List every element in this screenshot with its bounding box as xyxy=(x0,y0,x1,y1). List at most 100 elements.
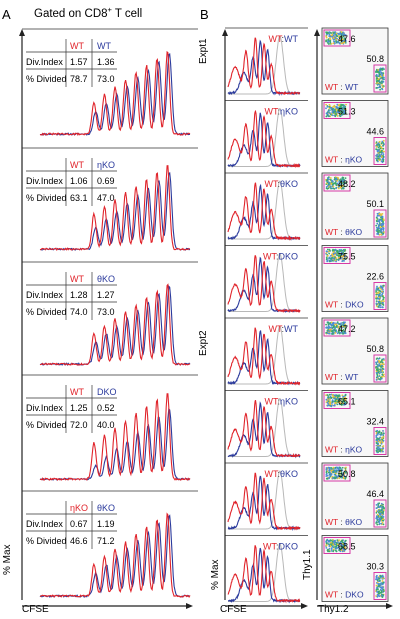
dot-event xyxy=(339,113,341,115)
div-index-value-1: 1.06 xyxy=(70,176,88,186)
cross-label: WT:WT xyxy=(268,324,298,334)
dot-event xyxy=(329,109,331,112)
histogram-series-1 xyxy=(227,400,301,458)
dot-event xyxy=(337,184,340,187)
dot-event xyxy=(336,547,338,549)
gate-bottom-value: 44.6 xyxy=(366,127,384,137)
dot-event xyxy=(377,371,380,374)
dot-event xyxy=(344,399,347,401)
dot-event xyxy=(332,37,335,40)
dot-event xyxy=(338,249,341,251)
dot-event xyxy=(376,513,379,516)
dot-event xyxy=(379,444,382,447)
dot-event xyxy=(378,86,381,89)
dot-event xyxy=(375,366,377,369)
gate-bottom-value: 50.1 xyxy=(366,199,384,209)
dot-event xyxy=(383,373,385,376)
dot-event xyxy=(339,398,342,401)
dot-event xyxy=(378,296,381,299)
dot-event xyxy=(380,153,383,156)
dot-event xyxy=(340,540,343,543)
dot-event xyxy=(334,397,336,399)
dot-event xyxy=(334,394,337,396)
dot-event xyxy=(344,396,346,399)
dot-event xyxy=(377,229,379,231)
cross-label-sep: : xyxy=(277,179,280,189)
histogram-series-2 xyxy=(227,183,301,241)
dot-event xyxy=(378,502,381,505)
dot-event xyxy=(382,516,385,518)
dot-event xyxy=(375,148,377,151)
dot-event xyxy=(381,583,384,586)
histogram-series-1 xyxy=(227,255,301,314)
dot-event xyxy=(375,507,378,509)
row-label-pct-divided: % Divided xyxy=(26,536,67,546)
row-label-div-index: Div.Index xyxy=(26,57,63,67)
dot-event xyxy=(382,227,385,230)
dot-cross-label-sep: : xyxy=(338,517,345,527)
dot-event xyxy=(375,220,378,222)
dot-event xyxy=(332,42,335,45)
dot-event xyxy=(382,232,385,235)
dot-event xyxy=(382,153,385,156)
dot-cross-label-b: θKO xyxy=(345,227,362,237)
dot-event xyxy=(344,540,347,542)
dot-event xyxy=(328,37,331,39)
dot-event xyxy=(379,361,382,363)
panel-b-row: WT:θKO 48.250.1WT : θKO xyxy=(225,172,389,241)
histogram-series-1 xyxy=(227,545,301,604)
cross-label-a: WT xyxy=(268,34,282,44)
dot-event xyxy=(330,396,333,399)
dot-event xyxy=(376,510,379,513)
cross-label-b: θKO xyxy=(280,469,298,479)
cross-label: WT:ηKO xyxy=(264,397,298,407)
dot-event xyxy=(334,253,336,256)
gate-bottom xyxy=(373,64,387,93)
histogram-series-2 xyxy=(227,256,301,314)
dot-cross-label-b: DKO xyxy=(345,590,364,600)
dot-event xyxy=(344,321,346,324)
dot-cross-label-a: WT xyxy=(325,155,338,165)
dot-event xyxy=(380,516,382,518)
dot-event xyxy=(375,216,378,219)
dot-event xyxy=(376,442,378,444)
dot-event xyxy=(381,73,383,75)
dot-cross-label-a: WT xyxy=(325,82,338,92)
dot-event xyxy=(380,582,383,585)
dot-cross-label: WT : ηKO xyxy=(325,155,363,165)
dot-event xyxy=(329,260,331,263)
row-label-div-index: Div.Index xyxy=(26,176,63,186)
dot-event xyxy=(337,176,339,179)
dot-event xyxy=(345,472,347,474)
dot-event xyxy=(380,288,383,291)
div-index-value-1: 0.67 xyxy=(70,519,88,529)
dot-event xyxy=(338,39,341,42)
dot-event xyxy=(376,71,379,73)
dot-event xyxy=(383,296,385,299)
dot-event xyxy=(377,287,379,290)
dot-event xyxy=(334,108,336,111)
dot-event xyxy=(376,591,379,593)
panel-a-subplot: ηKO θKO Div.Index 0.67 1.19 % Divided 46.6 71.2 xyxy=(22,490,198,598)
expt1-label: Expt1 xyxy=(198,38,209,64)
dot-event xyxy=(331,545,334,548)
dot-event xyxy=(375,73,378,76)
dot-event xyxy=(379,579,381,582)
dot-event xyxy=(379,285,382,287)
dot-event xyxy=(381,156,383,159)
dot-event xyxy=(334,36,336,39)
dot-event xyxy=(382,225,385,228)
dot-cross-label-sep: : xyxy=(338,590,345,600)
dot-event xyxy=(335,470,338,472)
dot-event xyxy=(375,70,377,73)
dot-event xyxy=(378,234,381,236)
dot-event xyxy=(377,149,380,152)
cross-label-a: WT xyxy=(264,107,278,117)
dot-event xyxy=(330,183,333,185)
dot-event xyxy=(344,37,347,40)
dot-event xyxy=(332,330,334,333)
dot-event xyxy=(340,332,343,334)
dot-event xyxy=(330,405,333,408)
dot-event xyxy=(334,332,337,334)
panel-b-row: WT:WT 47.250.8WT : WT xyxy=(225,317,389,386)
